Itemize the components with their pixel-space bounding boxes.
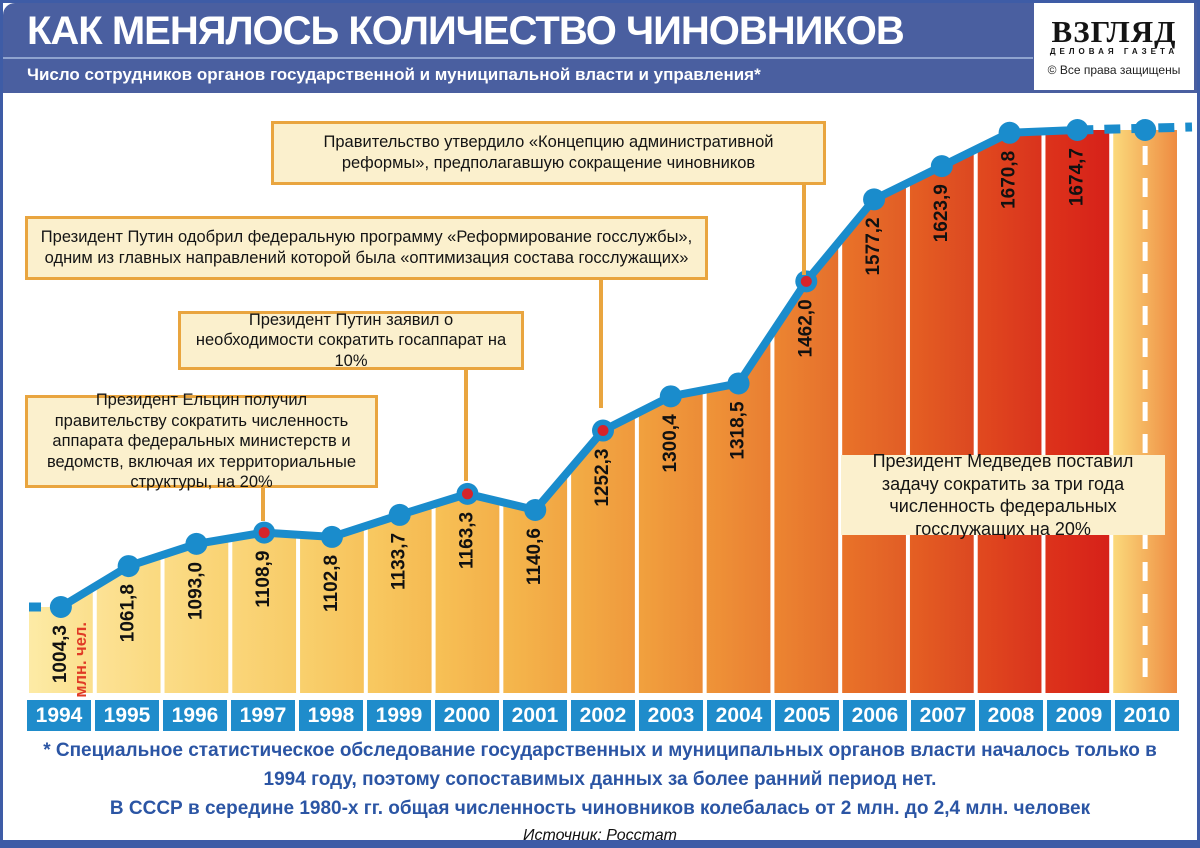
header: КАК МЕНЯЛОСЬ КОЛИЧЕСТВО ЧИНОВНИКОВ Число… — [3, 3, 1197, 93]
annotation-connector-1997 — [261, 488, 265, 521]
x-axis-years: 1994 1995 1996 1997 1998 1999 2000 2001 2002 2003… — [27, 700, 1179, 731]
data-point-highlight-2005 — [800, 275, 812, 287]
year-label-2008: 2008 — [979, 700, 1043, 731]
data-point-1996 — [185, 532, 208, 555]
year-label-2003: 2003 — [639, 700, 703, 731]
bar-1995 — [96, 555, 161, 693]
annotation-connector-2002 — [599, 280, 603, 408]
annotation-connector-2005 — [802, 185, 806, 275]
source-credit: Источник: Росстат — [523, 827, 677, 844]
data-point-1999 — [388, 503, 411, 526]
value-label-1995: 1061,8 — [118, 584, 139, 642]
year-label-2001: 2001 — [503, 700, 567, 731]
year-label-2004: 2004 — [707, 700, 771, 731]
value-label-2003: 1300,4 — [660, 414, 681, 473]
annotation-medvedev-20pct: Президент Медведев поставил задачу сокра… — [841, 451, 1165, 539]
data-point-2010 — [1134, 119, 1157, 141]
data-point-highlight-2000 — [461, 488, 473, 500]
value-label-1996: 1093,0 — [185, 562, 206, 620]
annotation-admin-reform: Правительство утвердило «Концепцию админ… — [271, 121, 826, 185]
data-point-2006 — [863, 188, 886, 211]
bar-1996 — [164, 538, 229, 693]
page-subtitle: Число сотрудников органов государственно… — [27, 65, 761, 84]
bar-1999 — [367, 505, 432, 693]
footnote-line-3: В СССР в середине 1980-х гг. общая числе… — [109, 798, 1091, 819]
bar-2009 — [1045, 130, 1110, 693]
bar-2007 — [909, 150, 974, 693]
year-label-1999: 1999 — [367, 700, 431, 731]
value-label-2008: 1670,8 — [999, 151, 1020, 209]
year-label-2005: 2005 — [775, 700, 839, 731]
publisher-logo: ВЗГЛЯД ДЕЛОВАЯ ГАЗЕТА © Все права защище… — [1034, 3, 1194, 90]
value-label-1997: 1108,9 — [253, 551, 274, 608]
bar-2004 — [706, 335, 771, 693]
logo-tagline: ДЕЛОВАЯ ГАЗЕТА — [1049, 46, 1179, 56]
year-label-2002: 2002 — [571, 700, 635, 731]
annotation-yeltsin-20pct: Президент Ельцин получил правительству с… — [25, 391, 378, 491]
data-point-2009 — [1066, 119, 1089, 141]
annotation-putin-10pct: Президент Путин заявил о необходимости с… — [178, 311, 524, 370]
bar-2006 — [842, 183, 906, 693]
bar-2005 — [774, 242, 839, 694]
value-label-2002: 1252,3 — [592, 449, 613, 507]
year-label-1997: 1997 — [231, 700, 295, 731]
value-label-1998: 1102,8 — [321, 555, 342, 612]
copyright-notice: © Все права защищены — [1047, 62, 1181, 77]
data-point-1995 — [117, 555, 140, 578]
bar-1997 — [232, 532, 297, 693]
year-label-1998: 1998 — [299, 700, 363, 731]
value-label-1999: 1133,7 — [389, 533, 410, 590]
year-label-1995: 1995 — [95, 700, 159, 731]
bar-2001 — [503, 472, 568, 693]
year-label-2006: 2006 — [843, 700, 907, 731]
value-label-2005: 1462,0 — [795, 299, 816, 357]
data-point-2008 — [998, 121, 1021, 144]
footer: * Специальное статистическое обследовани… — [3, 736, 1197, 845]
year-label-2000: 2000 — [435, 700, 499, 731]
footnote-line-1: * Специальное статистическое обследовани… — [43, 740, 1157, 761]
trend-line — [56, 126, 1082, 611]
bar-2000 — [435, 493, 500, 693]
value-label-2004: 1318,5 — [728, 401, 749, 460]
page-title: КАК МЕНЯЛОСЬ КОЛИЧЕСТВО ЧИНОВНИКОВ — [27, 9, 905, 53]
bar-2003 — [638, 390, 703, 693]
data-point-2003 — [659, 385, 682, 408]
data-point-2007 — [930, 155, 953, 178]
value-label-2000: 1163,3 — [456, 512, 477, 569]
bar-1998 — [300, 526, 364, 693]
value-label-2007: 1623,9 — [931, 184, 952, 242]
year-label-1994: 1994 — [27, 700, 91, 731]
data-point-2001 — [524, 499, 547, 522]
value-label-2009: 1674,7 — [1066, 148, 1087, 206]
data-point-highlight-2002 — [597, 425, 609, 437]
year-label-2009: 2009 — [1047, 700, 1111, 731]
unit-label: млн. чел. — [72, 622, 90, 698]
bottom-border — [3, 840, 1197, 845]
annotation-connector-2000 — [464, 370, 468, 481]
value-label-2006: 1577,2 — [863, 217, 884, 275]
data-point-2004 — [727, 372, 750, 395]
data-point-1998 — [320, 525, 343, 548]
bar-2008 — [977, 131, 1042, 693]
officials-count-chart: 1004,3 1061,8 1093,0 1108,9 1102,8 1133,7 1163… — [29, 119, 1193, 698]
year-label-2007: 2007 — [911, 700, 975, 731]
bar-2002 — [571, 414, 635, 693]
logo-wordmark: ВЗГЛЯД — [1051, 13, 1177, 49]
footnote-line-2: 1994 году, поэтому сопоставимых данных з… — [263, 769, 937, 790]
bar-1994 — [29, 587, 93, 693]
header-divider — [3, 57, 1033, 59]
value-label-1994: 1004,3 — [50, 625, 71, 683]
annotation-putin-program: Президент Путин одобрил федеральную прог… — [25, 216, 708, 280]
data-point-1994 — [49, 596, 72, 618]
value-label-2001: 1140,6 — [524, 528, 545, 585]
data-point-highlight-1997 — [258, 527, 270, 539]
year-label-2010: 2010 — [1115, 700, 1179, 731]
year-label-1996: 1996 — [163, 700, 227, 731]
